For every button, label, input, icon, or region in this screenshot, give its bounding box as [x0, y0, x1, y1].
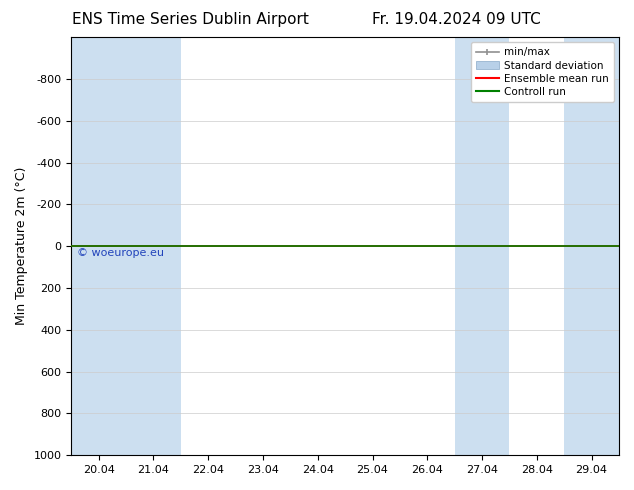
Legend: min/max, Standard deviation, Ensemble mean run, Controll run: min/max, Standard deviation, Ensemble me…	[470, 42, 614, 102]
Bar	[564, 37, 619, 455]
Text: ENS Time Series Dublin Airport: ENS Time Series Dublin Airport	[72, 12, 309, 27]
Text: © woeurope.eu: © woeurope.eu	[77, 248, 164, 258]
Y-axis label: Min Temperature 2m (°C): Min Temperature 2m (°C)	[15, 167, 28, 325]
Bar	[71, 37, 181, 455]
Text: Fr. 19.04.2024 09 UTC: Fr. 19.04.2024 09 UTC	[372, 12, 541, 27]
Bar	[455, 37, 510, 455]
